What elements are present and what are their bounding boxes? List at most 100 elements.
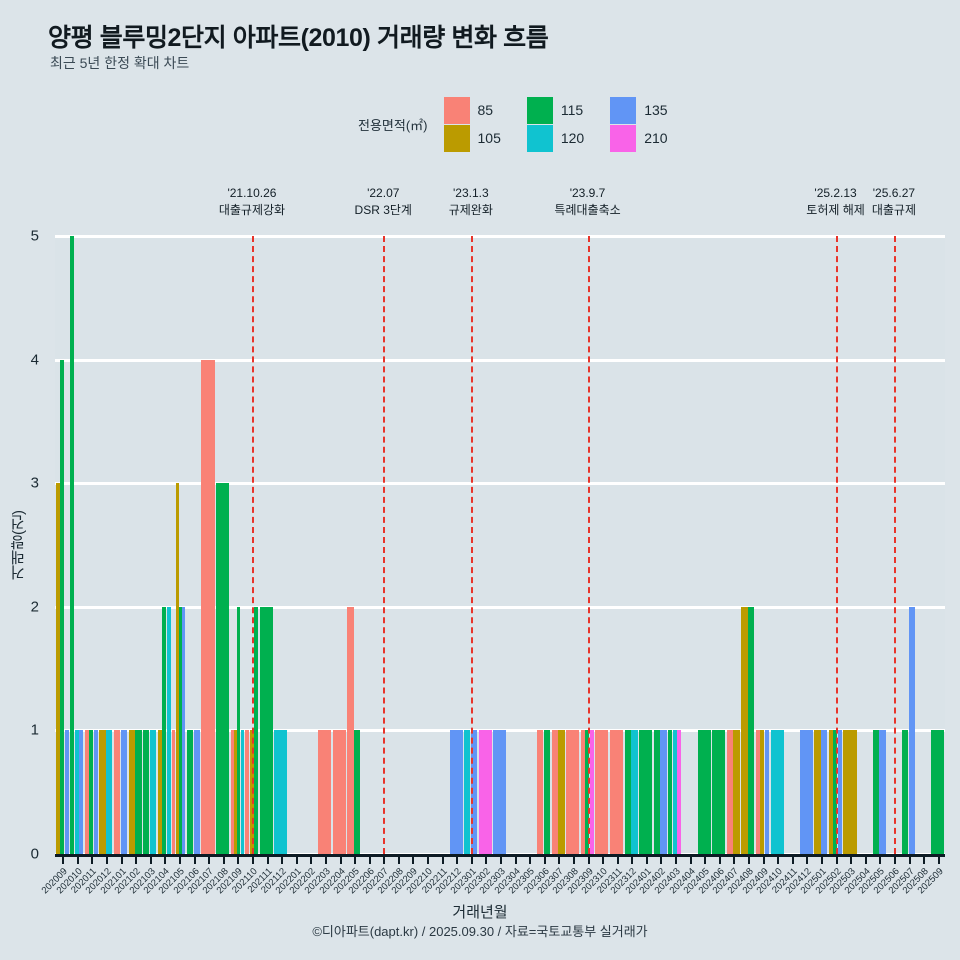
bar-202311-85[interactable]	[610, 730, 624, 854]
bar-202111-115[interactable]	[259, 606, 273, 854]
x-tick-202309	[587, 857, 590, 864]
bar-202109-105[interactable]	[234, 730, 238, 854]
bar-202507-135[interactable]	[908, 606, 915, 854]
bar-202107-85[interactable]	[201, 359, 215, 854]
bar-202009-105[interactable]	[55, 483, 60, 854]
bar-202309-210[interactable]	[589, 730, 594, 854]
bar-202109-115[interactable]	[237, 606, 241, 854]
bar-202112-120[interactable]	[274, 730, 288, 854]
bar-202104-115[interactable]	[162, 606, 167, 854]
bar-202502-105[interactable]	[828, 730, 833, 854]
bar-202106-135[interactable]	[193, 730, 200, 854]
bar-202010-120[interactable]	[74, 730, 79, 854]
bar-202402-115[interactable]	[653, 730, 661, 854]
bar-202012-120[interactable]	[106, 730, 113, 854]
bar-202503-105[interactable]	[843, 730, 857, 854]
bar-202501-135[interactable]	[820, 730, 828, 854]
bar-202106-115[interactable]	[186, 730, 194, 854]
bar-202212-135[interactable]	[449, 730, 463, 854]
bar-202010-115[interactable]	[70, 236, 75, 854]
bar-202105-135[interactable]	[182, 606, 186, 854]
bar-202403-120[interactable]	[672, 730, 677, 854]
bar-202412-135[interactable]	[799, 730, 813, 854]
event-label-202207: '22.07 DSR 3단계	[355, 185, 412, 219]
bar-202101-135[interactable]	[120, 730, 127, 854]
x-tick-202401	[645, 857, 648, 864]
bar-202409-105[interactable]	[760, 730, 765, 854]
bar-202403-115[interactable]	[668, 730, 673, 854]
bar-202303-135[interactable]	[493, 730, 507, 854]
bar-202309-115[interactable]	[585, 730, 590, 854]
bar-202109-85[interactable]	[230, 730, 234, 854]
bar-202105-85[interactable]	[172, 730, 176, 854]
bar-202407-105[interactable]	[733, 730, 740, 854]
bar-202509-115[interactable]	[930, 730, 945, 854]
bar-202302-210[interactable]	[478, 730, 492, 854]
x-tick-202312	[631, 857, 634, 864]
bar-202502-115[interactable]	[833, 730, 838, 854]
bar-202105-115[interactable]	[179, 606, 183, 854]
bar-202501-105[interactable]	[814, 730, 821, 854]
bar-202409-135[interactable]	[764, 730, 769, 854]
bar-202307-105[interactable]	[558, 730, 565, 854]
bar-202505-115[interactable]	[872, 730, 879, 854]
bar-202009-115[interactable]	[60, 359, 65, 854]
bar-202312-120[interactable]	[631, 730, 638, 854]
bar-202401-115[interactable]	[639, 730, 653, 854]
bar-202410-120[interactable]	[770, 730, 784, 854]
x-tick-202502	[835, 857, 838, 864]
bar-202310-85[interactable]	[595, 730, 609, 854]
bar-202105-105[interactable]	[175, 483, 179, 854]
bar-202110-85[interactable]	[245, 730, 250, 854]
bar-202102-115[interactable]	[135, 730, 142, 854]
bar-202110-115[interactable]	[254, 606, 259, 854]
bar-202011-135[interactable]	[93, 730, 98, 854]
bar-202012-105[interactable]	[99, 730, 106, 854]
bar-202102-105[interactable]	[128, 730, 135, 854]
event-desc-202309: 특례대출축소	[554, 203, 621, 217]
bar-202010-135[interactable]	[79, 730, 84, 854]
legend-item-105[interactable]: 105	[443, 124, 501, 152]
bar-202505-135[interactable]	[879, 730, 886, 854]
legend-item-135[interactable]: 135	[610, 96, 668, 124]
bar-202408-115[interactable]	[748, 606, 755, 854]
bar-202103-120[interactable]	[149, 730, 157, 854]
bar-202104-105[interactable]	[157, 730, 162, 854]
x-tick-202206	[368, 857, 371, 864]
bar-202502-135[interactable]	[837, 730, 842, 854]
bar-202408-105[interactable]	[741, 606, 748, 854]
bar-202406-115[interactable]	[712, 730, 726, 854]
bar-202301-120[interactable]	[464, 730, 471, 854]
bar-202306-115[interactable]	[543, 730, 551, 854]
bar-202109-120[interactable]	[240, 730, 244, 854]
bar-202110-105[interactable]	[249, 730, 254, 854]
bar-202009-135[interactable]	[64, 730, 69, 854]
y-axis-title: 거래량(건)	[8, 236, 29, 854]
bar-202205-115[interactable]	[354, 730, 361, 854]
legend-item-210[interactable]: 210	[610, 124, 668, 152]
bar-202312-115[interactable]	[624, 730, 631, 854]
bar-202405-115[interactable]	[697, 730, 711, 854]
bar-202011-85[interactable]	[84, 730, 89, 854]
bar-202306-85[interactable]	[537, 730, 544, 854]
bar-202403-210[interactable]	[677, 730, 682, 854]
bar-202308-85[interactable]	[566, 730, 580, 854]
legend-item-115[interactable]: 115	[526, 96, 584, 124]
bar-202205-85[interactable]	[347, 606, 354, 854]
bar-202507-115[interactable]	[901, 730, 909, 854]
bar-202011-115[interactable]	[89, 730, 94, 854]
bar-202101-85[interactable]	[113, 730, 121, 854]
bar-202103-115[interactable]	[143, 730, 150, 854]
bar-202104-120[interactable]	[166, 606, 171, 854]
bar-202204-85[interactable]	[332, 730, 346, 854]
bar-202307-85[interactable]	[551, 730, 558, 854]
bar-202203-85[interactable]	[318, 730, 332, 854]
legend-item-85[interactable]: 85	[443, 96, 501, 124]
bar-202309-85[interactable]	[580, 730, 585, 854]
bar-202301-135[interactable]	[470, 730, 478, 854]
bar-202402-135[interactable]	[660, 730, 667, 854]
bar-202108-115[interactable]	[216, 483, 230, 854]
bar-202409-85[interactable]	[755, 730, 761, 854]
legend-item-120[interactable]: 120	[526, 124, 584, 152]
bar-202407-85[interactable]	[726, 730, 734, 854]
